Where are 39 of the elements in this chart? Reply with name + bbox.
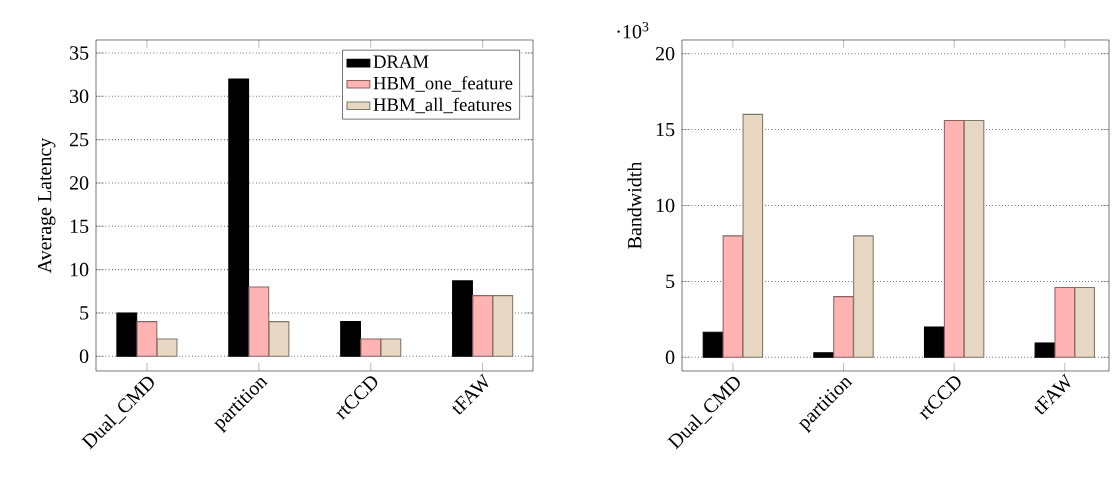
- bar: [228, 78, 250, 357]
- text: ·10$^{3}$: [617, 21, 649, 39]
- y-tick-label: 25: [69, 132, 89, 147]
- y-tick-label: 0: [79, 349, 89, 364]
- bar: [340, 321, 362, 357]
- bar: [943, 119, 965, 358]
- y-axis-title: Average Latency: [37, 137, 56, 274]
- y-axis-title: Bandwidth: [627, 161, 642, 249]
- bar: [923, 326, 945, 358]
- bar: [492, 295, 514, 357]
- bar: [1074, 286, 1095, 358]
- y-tick-label: 20: [69, 176, 89, 190]
- bar: [136, 321, 158, 357]
- bar: [722, 235, 744, 358]
- bar: [248, 286, 270, 357]
- y-tick-label: 10: [656, 198, 675, 213]
- legend-label: DRAM: [373, 55, 429, 68]
- y-tick-label: 20: [655, 46, 675, 61]
- bar: [742, 113, 764, 358]
- bar: [853, 235, 874, 358]
- bar: [380, 338, 402, 357]
- y-tick-label: 15: [656, 122, 675, 137]
- y-tick-label: 5: [666, 274, 675, 289]
- bar: [1054, 286, 1076, 358]
- bar: [963, 119, 985, 358]
- y-tick-label: 35: [70, 46, 89, 60]
- y-tick-label: 30: [70, 89, 89, 104]
- y-tick-label: 15: [70, 219, 89, 233]
- bar: [360, 338, 382, 357]
- y-tick-label: 10: [70, 262, 89, 277]
- bar: [268, 321, 290, 357]
- bar: [833, 296, 854, 358]
- y-tick-label: 0: [665, 350, 675, 365]
- bar: [452, 280, 473, 357]
- legend-label: HBM_one_feature: [373, 76, 513, 92]
- bar: [472, 295, 494, 357]
- bar: [156, 338, 178, 357]
- y-tick-label: 5: [80, 306, 89, 320]
- legend-label: HBM_all_features: [373, 97, 512, 114]
